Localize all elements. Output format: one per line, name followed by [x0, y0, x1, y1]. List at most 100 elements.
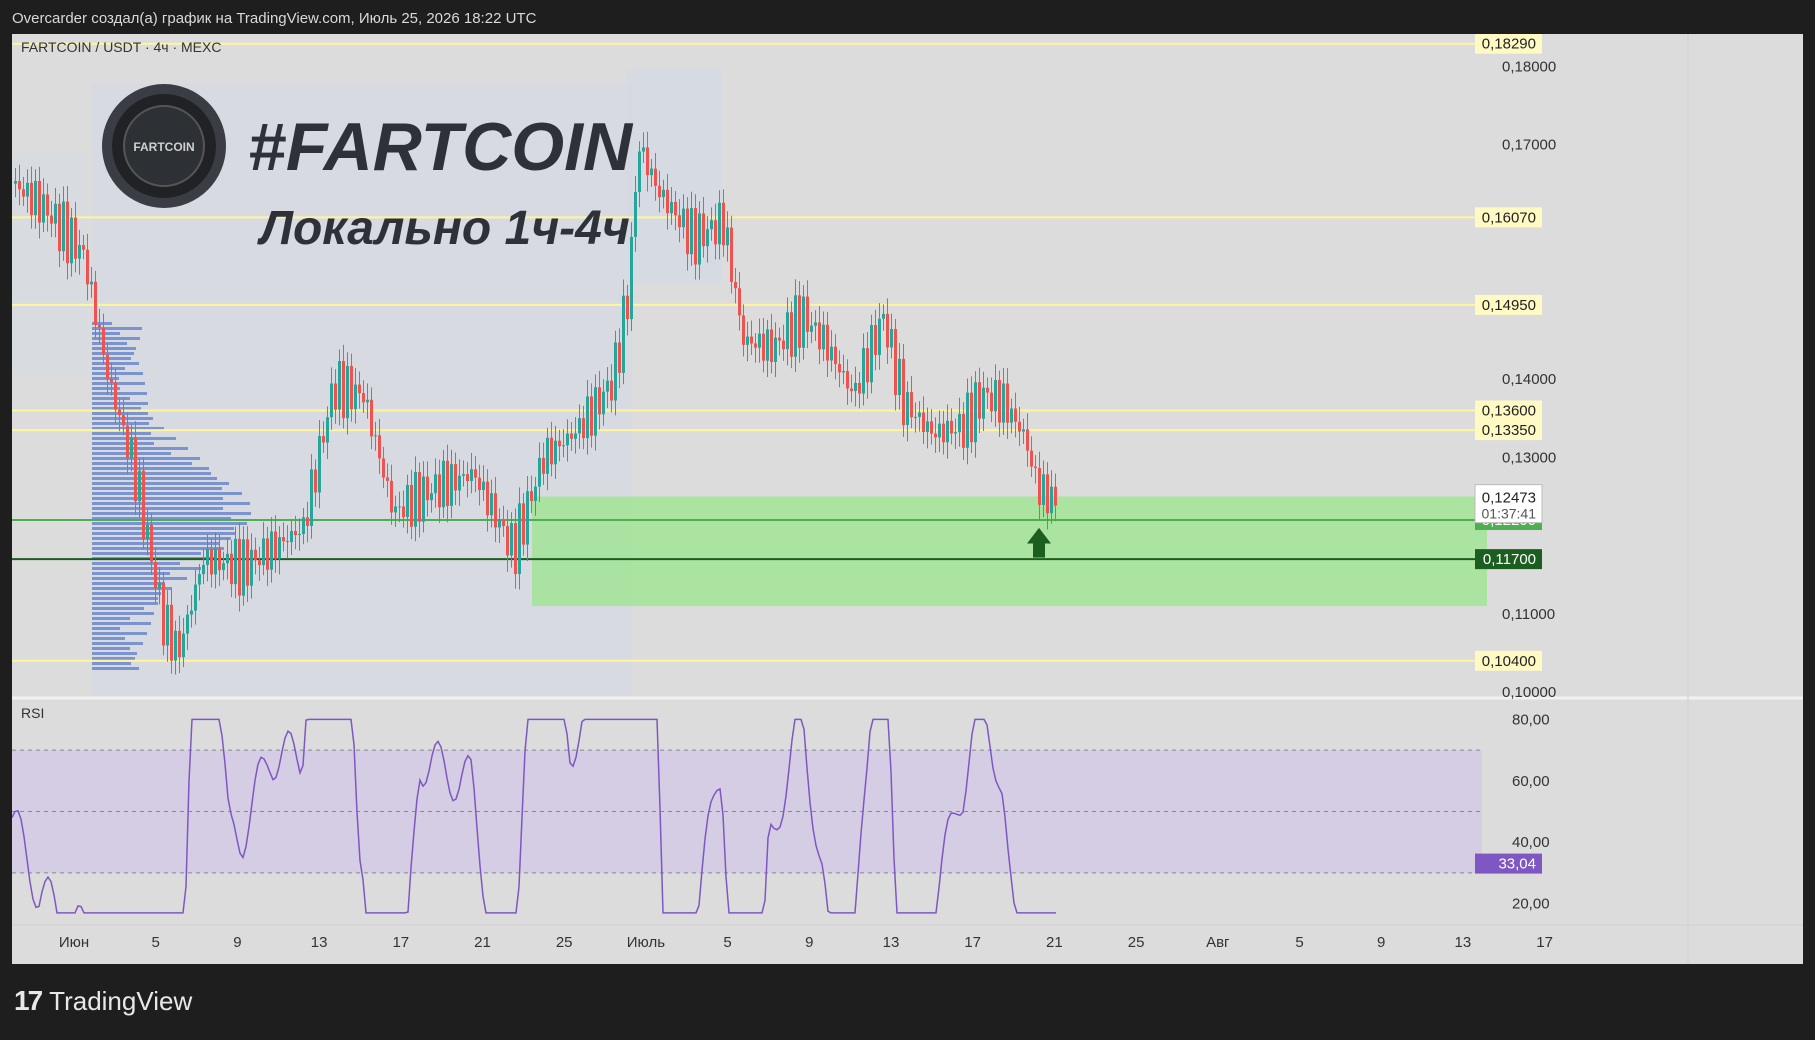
level-label: 0,10400 [1482, 653, 1536, 670]
candle-body [74, 217, 77, 259]
candle-body [458, 475, 461, 491]
candle-body [202, 564, 205, 575]
price-tick-label: 0,13000 [1502, 449, 1556, 466]
candle-body [734, 281, 737, 289]
candle-body [466, 474, 469, 482]
candle-body [178, 630, 181, 658]
volume-profile-bar [92, 512, 251, 515]
candle-body [254, 549, 257, 561]
candle-body [850, 388, 853, 392]
candle-body [1002, 383, 1005, 423]
candle-body [90, 281, 93, 285]
candle-body [454, 464, 457, 491]
volume-profile-bar [92, 352, 134, 355]
candle-body [110, 378, 113, 383]
candle-body [422, 476, 425, 522]
candle-body [770, 329, 773, 362]
candle-body [746, 336, 749, 345]
candle-body [446, 460, 449, 506]
candle-body [858, 382, 861, 394]
current-price-bg [1474, 484, 1543, 524]
support-zone-layer [532, 496, 1487, 607]
candle-body [990, 392, 993, 412]
candle-body [494, 493, 497, 528]
candle-body [686, 208, 689, 255]
candle-body [822, 324, 825, 350]
candle-body [582, 418, 585, 439]
candle-body [902, 358, 905, 425]
candle-body [838, 364, 841, 373]
candle-body [414, 472, 417, 527]
candle-body [622, 295, 625, 373]
candle-body [386, 477, 389, 481]
candle-body [814, 322, 817, 326]
candle-body [1046, 474, 1049, 514]
tradingview-logo[interactable]: 17 TradingView [14, 985, 192, 1017]
candle-body [362, 393, 365, 403]
candle-body [158, 582, 161, 589]
volume-profile-bar [92, 607, 144, 610]
time-tick-label: 17 [392, 934, 409, 951]
candle-body [194, 584, 197, 611]
candle-body [106, 354, 109, 379]
candle-body [542, 457, 545, 474]
candle-body [722, 202, 725, 246]
candle-body [1030, 450, 1033, 467]
candle-body [586, 396, 589, 439]
chart-container[interactable]: 0,18290 0,16070 0,14950 0,13600 0,13350 0,104… [12, 34, 1803, 964]
chart-svg[interactable]: 0,18290 0,16070 0,14950 0,13600 0,13350 0,104… [12, 34, 1803, 964]
volume-profile-bar [92, 392, 147, 395]
analysis-box [627, 69, 722, 284]
volume-profile-bar [92, 582, 165, 585]
level-label: 0,16070 [1482, 209, 1536, 226]
volume-profile-bar [92, 647, 130, 650]
volume-profile-bar [92, 477, 217, 480]
candle-body [678, 215, 681, 228]
candle-body [482, 481, 485, 491]
candle-body [18, 181, 21, 190]
candle-body [982, 387, 985, 419]
candle-body [238, 538, 241, 596]
candle-body [390, 480, 393, 513]
volume-profile-bar [92, 492, 242, 495]
candle-body [94, 281, 97, 325]
volume-profile-bar [92, 372, 143, 375]
candle-body [594, 387, 597, 436]
volume-profile-bar [92, 552, 201, 555]
candle-body [506, 526, 509, 556]
candle-body [598, 387, 601, 415]
candle-body [794, 295, 797, 357]
candle-body [198, 574, 201, 585]
candle-body [142, 470, 145, 540]
level-label-bg [1475, 400, 1542, 421]
hashtag-title: #FARTCOIN [248, 109, 634, 185]
candle-body [710, 220, 713, 230]
current-price-label: 0,12473 [1482, 490, 1536, 507]
candle-body [742, 315, 745, 345]
candle-body [278, 537, 281, 559]
candles-layer [14, 131, 1057, 675]
candle-body [798, 295, 801, 348]
candle-body [66, 201, 69, 264]
candle-body [590, 396, 593, 436]
candle-body [22, 189, 25, 197]
candle-body [754, 343, 757, 348]
volume-profile-bar [92, 522, 247, 525]
time-tick-label: 5 [152, 934, 160, 951]
candle-body [502, 519, 505, 527]
level-label-bg [1475, 420, 1542, 441]
volume-profile-bar [92, 337, 140, 340]
price-tick-label: 0,14000 [1502, 371, 1556, 388]
candle-body [718, 202, 721, 245]
candle-body [230, 553, 233, 585]
candle-body [162, 582, 165, 646]
candle-body [54, 203, 57, 224]
candle-body [102, 327, 105, 355]
level-label-bg [1475, 294, 1542, 315]
time-tick-label: Июль [627, 934, 665, 951]
volume-profile-bar [92, 432, 151, 435]
candle-body [762, 333, 765, 361]
candle-body [30, 182, 33, 216]
candle-body [294, 530, 297, 536]
volume-profile-bar [92, 332, 120, 335]
